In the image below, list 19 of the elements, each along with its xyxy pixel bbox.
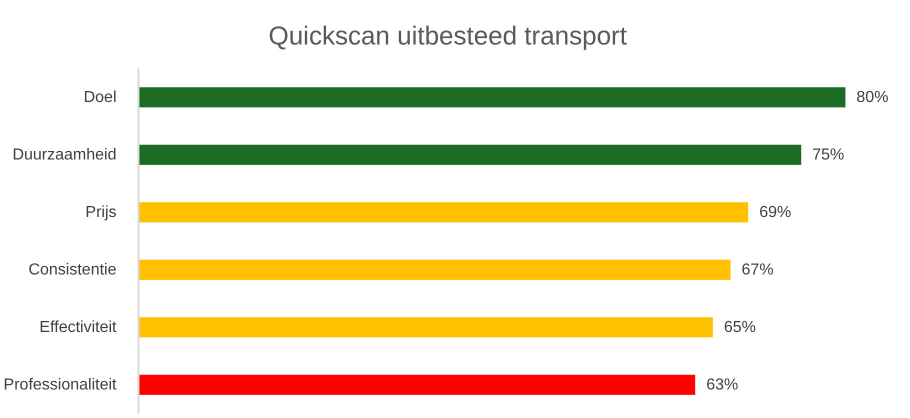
y-tick-label: Professionaliteit — [4, 376, 118, 394]
bar — [138, 87, 846, 108]
y-tick-label: Duurzaamheid — [12, 146, 117, 164]
bar — [138, 144, 802, 165]
y-tick-label: Effectiviteit — [39, 318, 118, 336]
y-tick-label: Doel — [84, 88, 116, 106]
bar — [138, 260, 731, 280]
chart-title: Quickscan uitbesteed transport — [268, 20, 628, 50]
data-label: 75% — [812, 146, 844, 164]
data-label: 65% — [724, 318, 756, 336]
bar — [138, 317, 713, 338]
data-label: 63% — [706, 376, 738, 394]
data-label: 80% — [856, 88, 888, 106]
y-tick-label: Consistentie — [28, 261, 117, 278]
bar — [138, 202, 748, 222]
data-label: 69% — [759, 204, 792, 221]
data-label: 67% — [742, 261, 774, 278]
bar — [138, 374, 696, 395]
y-tick-label: Prijs — [85, 204, 116, 221]
